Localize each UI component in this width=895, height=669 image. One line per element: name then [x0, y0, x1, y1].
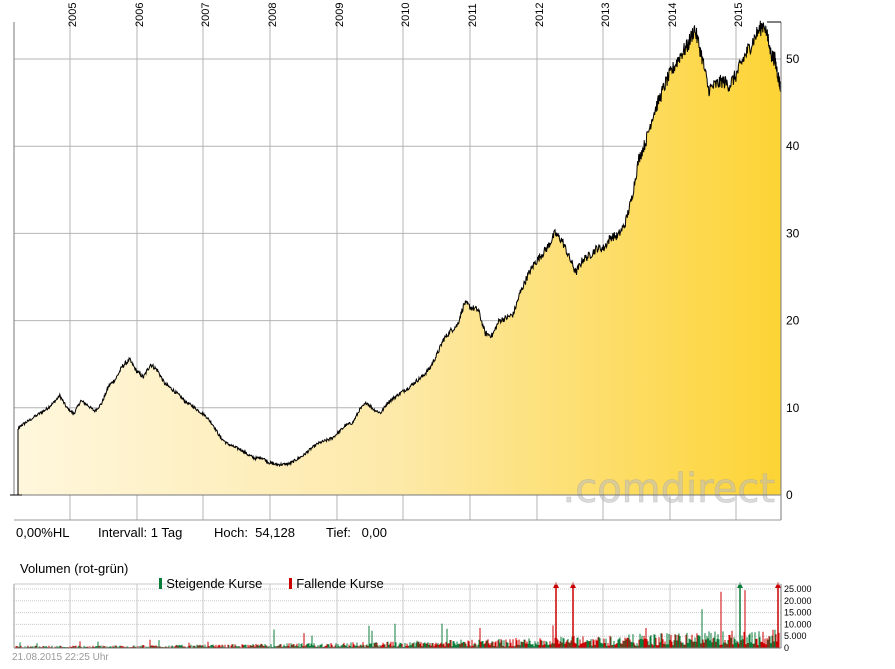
- year-label: 2005: [67, 3, 79, 27]
- rising-color-swatch: [159, 578, 163, 589]
- price-tick-label: 0: [786, 488, 793, 502]
- volume-gridlines: [14, 584, 781, 649]
- price-tick-label: 10: [786, 401, 800, 415]
- price-y-tick-labels: 0 10 20 30 40 50: [786, 52, 800, 502]
- year-label: 2006: [134, 3, 146, 27]
- info-high: Hoch: 54,128: [214, 525, 295, 540]
- year-label: 2014: [667, 3, 679, 27]
- legend-rising-label: Steigende Kurse: [166, 576, 263, 591]
- falling-color-swatch: [289, 578, 293, 589]
- year-label: 2011: [467, 3, 479, 27]
- info-hl: 0,00%HL: [16, 525, 70, 540]
- chart-timestamp: 21.08.2015 22:25 Uhr: [12, 652, 109, 663]
- price-axes: [10, 21, 782, 521]
- price-line: [17, 20, 782, 495]
- price-tick-label: 40: [786, 139, 800, 153]
- comdirect-watermark: .comdirect: [563, 466, 776, 512]
- year-labels: 2005 2006 2007 2008 2009 2010 2011 2012 2013 2014…: [67, 3, 745, 27]
- legend-falling-label: Fallende Kurse: [296, 576, 384, 591]
- year-label: 2008: [267, 3, 279, 27]
- price-tick-label: 50: [786, 52, 800, 66]
- volume-tick-label: 15.000: [784, 608, 812, 618]
- legend-rising: Steigende Kurse: [152, 561, 262, 591]
- overflow-arrow-icon: [570, 582, 576, 588]
- overflow-arrow-icon: [737, 582, 743, 588]
- year-label: 2010: [400, 3, 412, 27]
- overflow-arrow-icon: [775, 582, 781, 588]
- volume-bars: [15, 582, 781, 648]
- legend-volume: Volumen (rot-grün): [20, 561, 129, 576]
- info-low: Tief: 0,00: [326, 525, 387, 540]
- volume-tick-label: 25.000: [784, 584, 812, 594]
- volume-tick-label: 5.000: [784, 631, 807, 641]
- year-label: 2007: [200, 3, 212, 27]
- year-label: 2012: [534, 3, 546, 27]
- overflow-arrow-icon: [553, 582, 559, 588]
- legend-falling: Fallende Kurse: [282, 561, 384, 591]
- year-label: 2013: [600, 3, 612, 27]
- price-tick-label: 30: [786, 226, 800, 240]
- year-label: 2009: [334, 3, 346, 27]
- volume-tick-label: 20.000: [784, 596, 812, 606]
- year-label: 2015: [733, 3, 745, 27]
- volume-tick-label: 10.000: [784, 619, 812, 629]
- price-area-fill: [18, 20, 781, 496]
- info-interval: Intervall: 1 Tag: [98, 525, 183, 540]
- volume-tick-label: 0: [784, 643, 789, 653]
- volume-axes: [13, 583, 782, 649]
- price-tick-label: 20: [786, 314, 800, 328]
